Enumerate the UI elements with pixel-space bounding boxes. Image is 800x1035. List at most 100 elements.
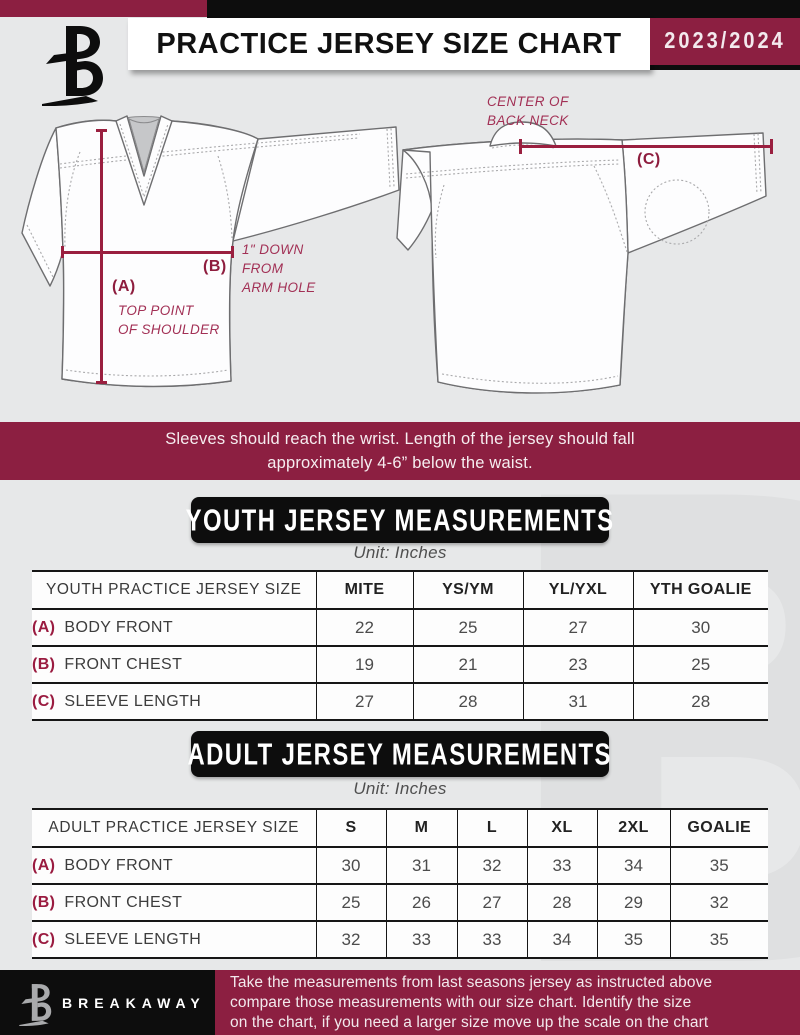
table-cell: 32 [669,883,768,921]
youth-size-header: YOUTH PRACTICE JERSEY SIZE [32,570,316,609]
table-cell: 26 [385,883,457,921]
column-header: L [456,808,527,847]
table-cell: 29 [596,883,670,921]
adult-section-title: ADULT JERSEY MEASUREMENTS [187,735,613,772]
label-b: (B) [203,258,227,275]
column-header: 2XL [596,808,670,847]
table-cell: 25 [412,608,523,646]
column-header: YS/YM [412,570,523,609]
table-cell: 33 [526,846,597,884]
caption-c: CENTER OF BACK NECK [487,94,569,128]
row-label: FRONT CHEST [64,655,183,673]
row-key: (C) [32,930,56,948]
column-header: M [385,808,457,847]
measurement-line-c-tick-left [519,139,522,154]
header-title-box: PRACTICE JERSEY SIZE CHART [128,18,650,70]
table-cell: 25 [315,883,386,921]
fit-notice-line1: Sleeves should reach the wrist. Length o… [165,430,635,448]
table-cell: 35 [669,846,768,884]
column-header: GOALIE [669,808,768,847]
measurement-line-b-tick-left [61,246,64,258]
label-a: (A) [112,278,136,295]
row-label: SLEEVE LENGTH [64,692,202,710]
table-cell: 19 [315,645,413,683]
measurement-line-a [100,130,103,383]
row-label: BODY FRONT [64,856,174,874]
breakaway-logo-small-icon [19,984,52,1026]
youth-unit-label: Unit: Inches [353,543,447,562]
measurement-line-a-tick-top [96,129,107,132]
table-cell: 28 [526,883,597,921]
table-cell: 22 [315,608,413,646]
label-c: (C) [637,151,661,168]
table-cell: 34 [596,846,670,884]
table-cell: 23 [522,645,633,683]
measurement-line-b [62,251,233,254]
column-header: XL [526,808,597,847]
column-header: S [315,808,386,847]
table-cell: 28 [412,682,523,721]
youth-section-banner: YOUTH JERSEY MEASUREMENTS [186,497,613,543]
season-badge: 2023/2024 [650,18,800,65]
caption-b: 1" DOWN FROM ARM HOLE [242,242,316,295]
table-cell: 27 [522,608,633,646]
youth-measurements-table: YOUTH PRACTICE JERSEY SIZE MITE YS/YM YL… [32,570,768,721]
table-cell: 33 [385,920,457,959]
footer-instructions: Take the measurements from last seasons … [215,970,800,1035]
table-cell: 27 [315,682,413,721]
table-cell: 35 [669,920,768,959]
table-cell: 30 [315,846,386,884]
row-label: FRONT CHEST [64,893,183,911]
measurement-line-c [520,145,772,148]
table-cell: 31 [385,846,457,884]
table-cell: 27 [456,883,527,921]
table-cell: 21 [412,645,523,683]
table-cell: 28 [632,682,768,721]
measurement-line-c-tick-right [770,139,773,154]
header-maroon-strip [0,0,207,17]
column-header: YTH GOALIE [632,570,768,609]
table-row: (C) SLEEVE LENGTH 32 33 33 34 35 35 [32,920,768,959]
table-row: (B) FRONT CHEST 25 26 27 28 29 32 [32,883,768,921]
table-row: (A) BODY FRONT 22 25 27 30 [32,608,768,646]
youth-section-title: YOUTH JERSEY MEASUREMENTS [185,501,615,538]
adult-section-banner: ADULT JERSEY MEASUREMENTS [187,731,613,777]
back-jersey-figure [396,121,767,394]
fit-notice-line2: approximately 4-6” below the waist. [267,454,533,472]
table-row: (B) FRONT CHEST 19 21 23 25 [32,645,768,683]
footer-brand-block: BREAKAWAY [0,970,215,1035]
row-label: SLEEVE LENGTH [64,930,202,948]
table-cell: 34 [526,920,597,959]
footer-brand-name: BREAKAWAY [62,994,206,1011]
table-row: (A) BODY FRONT 30 31 32 33 34 35 [32,846,768,884]
page-title: PRACTICE JERSEY SIZE CHART [156,27,622,60]
row-key: (C) [32,692,56,710]
footer-instructions-line3: on the chart, if you need a larger size … [230,1013,709,1031]
table-cell: 25 [632,645,768,683]
adult-measurements-table: ADULT PRACTICE JERSEY SIZE S M L XL 2XL … [32,808,768,959]
caption-a: TOP POINT OF SHOULDER [118,303,220,337]
front-jersey-figure [21,115,400,388]
table-cell: 32 [315,920,386,959]
row-key: (B) [32,893,56,911]
row-key: (A) [32,618,56,636]
fit-notice-banner: Sleeves should reach the wrist. Length o… [0,422,800,480]
row-key: (B) [32,655,56,673]
table-cell: 31 [522,682,633,721]
table-cell: 32 [456,846,527,884]
table-row: (C) SLEEVE LENGTH 27 28 31 28 [32,682,768,721]
measurement-line-a-tick-bottom [96,381,107,384]
table-header-row: YOUTH PRACTICE JERSEY SIZE MITE YS/YM YL… [32,570,768,609]
adult-unit-label: Unit: Inches [353,779,447,798]
adult-size-header: ADULT PRACTICE JERSEY SIZE [32,808,316,847]
row-key: (A) [32,856,56,874]
table-cell: 33 [456,920,527,959]
column-header: YL/YXL [522,570,633,609]
footer: BREAKAWAY Take the measurements from las… [0,970,800,1035]
breakaway-logo-icon [42,26,103,106]
table-header-row: ADULT PRACTICE JERSEY SIZE S M L XL 2XL … [32,808,768,847]
measurement-line-b-tick-right [231,246,234,258]
season-label: 2023/2024 [664,28,786,54]
table-cell: 35 [596,920,670,959]
